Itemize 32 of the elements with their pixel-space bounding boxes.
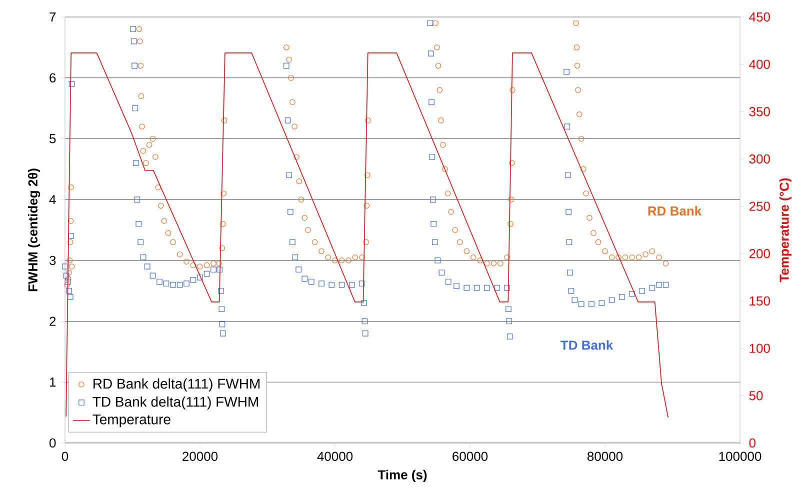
x-tick-label: 80000 <box>587 452 623 461</box>
y-tick-label: 6 <box>50 73 56 82</box>
x-tick-label: 100000 <box>719 452 762 461</box>
y2-tick-label: 400 <box>749 60 770 69</box>
y-tick-label: 1 <box>50 378 56 387</box>
y2-tick-label: 450 <box>749 12 770 22</box>
y2-tick-label: 50 <box>749 391 763 400</box>
annotation: RD Bank <box>648 206 702 216</box>
legend-label: TD Bank delta(111) FWHM <box>92 396 258 410</box>
x-tick-label: 40000 <box>317 452 353 461</box>
y2-tick-label: 200 <box>749 249 770 258</box>
x-tick-label: 20000 <box>182 452 218 461</box>
x-tick-label: 60000 <box>452 452 488 461</box>
y2-axis-title: Temperature (°C) <box>779 178 792 282</box>
y2-tick-label: 100 <box>750 344 770 353</box>
y-tick-label: 4 <box>49 195 56 204</box>
y-tick-label: 2 <box>50 316 56 326</box>
annotation: TD Bank <box>560 340 614 350</box>
y2-tick-label: 350 <box>749 107 770 116</box>
x-tick-label: 0 <box>62 452 68 461</box>
legend-label: Temperature <box>92 414 170 428</box>
y2-tick-label: 250 <box>749 202 770 211</box>
y-tick-label: 3 <box>49 256 56 266</box>
y-tick-label: 7 <box>50 12 56 22</box>
y2-tick-label: 150 <box>750 296 770 306</box>
y-tick-label: 0 <box>50 438 56 448</box>
y-tick-label: 5 <box>50 134 56 144</box>
y2-tick-label: 0 <box>749 438 756 448</box>
legend-label: RD Bank delta(111) FWHM <box>94 378 260 392</box>
y2-tick-label: 300 <box>749 154 770 164</box>
y-axis-title: FWHM (centideg 2θ) <box>28 168 40 292</box>
x-axis-title: Time (s) <box>378 470 427 482</box>
